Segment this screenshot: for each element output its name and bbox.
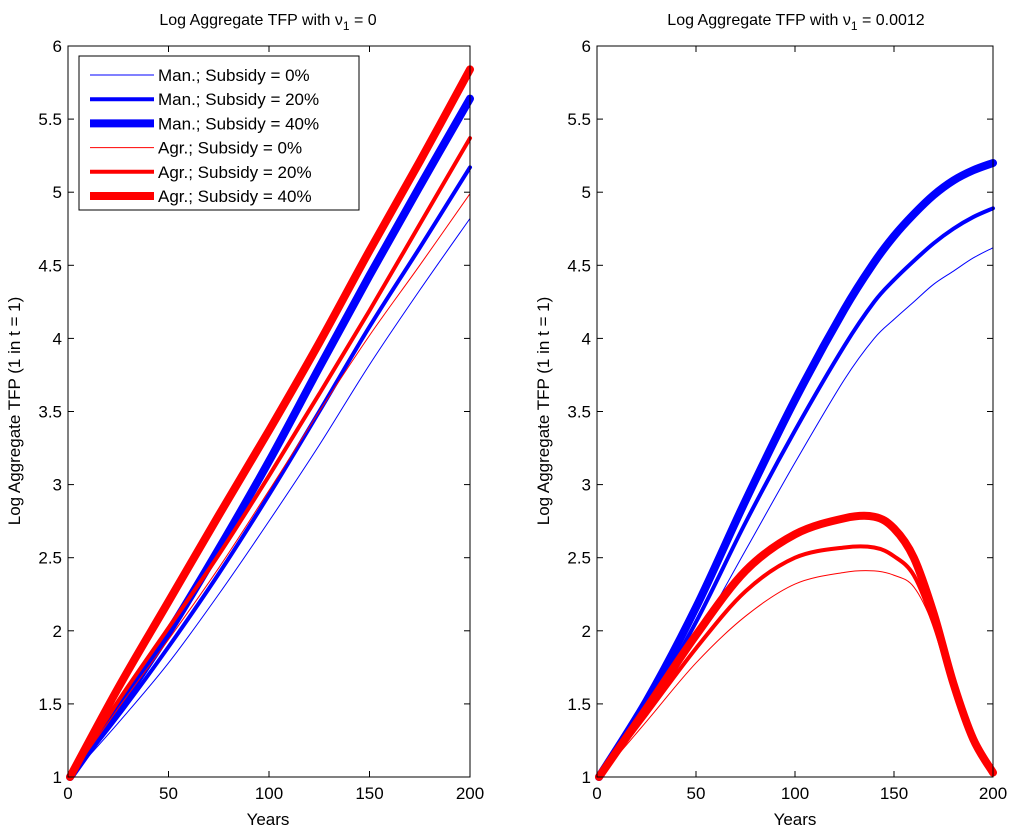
y-tick-label: 4.5: [38, 256, 62, 275]
y-tick-label: 5: [582, 183, 591, 202]
y-tick-label: 4: [53, 329, 62, 348]
y-tick-label: 2: [53, 622, 62, 641]
x-tick-label: 0: [592, 784, 601, 803]
left-y-axis-label: Log Aggregate TFP (1 in t = 1): [5, 297, 24, 526]
series-line-4: [68, 136, 472, 779]
right-axis-ticks: 0 50 100 150 200 1 1.5 2 2.5 3 3.5 4 4.5 5 5.5 6: [567, 37, 1007, 803]
y-tick-label: 1.5: [38, 695, 62, 714]
y-tick-label: 5.5: [38, 110, 62, 129]
x-tick-label: 100: [255, 784, 283, 803]
y-tick-label: 2: [582, 622, 591, 641]
y-tick-label: 3.5: [38, 403, 62, 422]
x-tick-label: 200: [979, 784, 1007, 803]
legend-label: Man.; Subsidy = 20%: [158, 90, 319, 109]
left-chart-title: Log Aggregate TFP with ν1 = 0: [159, 12, 376, 33]
y-tick-label: 3.5: [567, 403, 591, 422]
y-tick-label: 3: [53, 476, 62, 495]
x-tick-label: 150: [880, 784, 908, 803]
series-line-1: [68, 165, 472, 779]
legend-label: Agr.; Subsidy = 20%: [158, 163, 312, 182]
x-tick-label: 100: [781, 784, 809, 803]
legend-label: Man.; Subsidy = 0%: [158, 66, 310, 85]
legend-label: Man.; Subsidy = 40%: [158, 114, 319, 133]
y-tick-label: 6: [582, 37, 591, 56]
x-tick-label: 200: [456, 784, 484, 803]
series-line-2: [594, 158, 997, 781]
series-line-4: [596, 544, 995, 779]
y-tick-label: 6: [53, 37, 62, 56]
y-tick-label: 2.5: [38, 549, 62, 568]
right-chart-panel: Log Aggregate TFP with ν1 = 0.0012 0 50 10…: [534, 12, 1007, 829]
right-plot-frame: [596, 45, 994, 778]
x-tick-label: 50: [687, 784, 706, 803]
series-line-2: [66, 94, 474, 781]
y-tick-label: 2.5: [567, 549, 591, 568]
y-tick-label: 3: [582, 476, 591, 495]
x-tick-label: 0: [63, 784, 72, 803]
y-tick-label: 5: [53, 183, 62, 202]
y-tick-label: 1.5: [567, 695, 591, 714]
x-tick-label: 50: [159, 784, 178, 803]
y-tick-label: 1: [582, 768, 591, 787]
legend-label: Agr.; Subsidy = 40%: [158, 187, 312, 206]
legend-label: Agr.; Subsidy = 0%: [158, 139, 302, 158]
x-tick-label: 150: [355, 784, 383, 803]
right-y-axis-label: Log Aggregate TFP (1 in t = 1): [534, 297, 553, 526]
series-line-5: [594, 511, 997, 781]
series-line-0: [69, 218, 471, 778]
series-line-3: [69, 193, 471, 778]
right-plot-lines: [594, 158, 997, 781]
y-tick-label: 1: [53, 768, 62, 787]
y-tick-label: 4.5: [567, 256, 591, 275]
right-chart-title: Log Aggregate TFP with ν1 = 0.0012: [667, 12, 924, 33]
left-plot-lines: [66, 65, 474, 781]
left-axis-ticks: 0 50 100 150 200 1 1.5 2 2.5 3 3.5 4 4.5 5 5.5 6: [38, 37, 484, 803]
series-line-1: [596, 206, 995, 779]
legend-box: [78, 55, 360, 211]
left-x-axis-label: Years: [247, 810, 290, 829]
series-line-5: [66, 65, 474, 781]
right-x-axis-label: Years: [774, 810, 817, 829]
left-chart-panel: Log Aggregate TFP with ν1 = 0 0 50 100 150 2…: [5, 12, 484, 829]
y-tick-label: 5.5: [567, 110, 591, 129]
y-tick-label: 4: [582, 329, 591, 348]
legend: Man.; Subsidy = 0% Man.; Subsidy = 20% Man…: [78, 55, 360, 211]
